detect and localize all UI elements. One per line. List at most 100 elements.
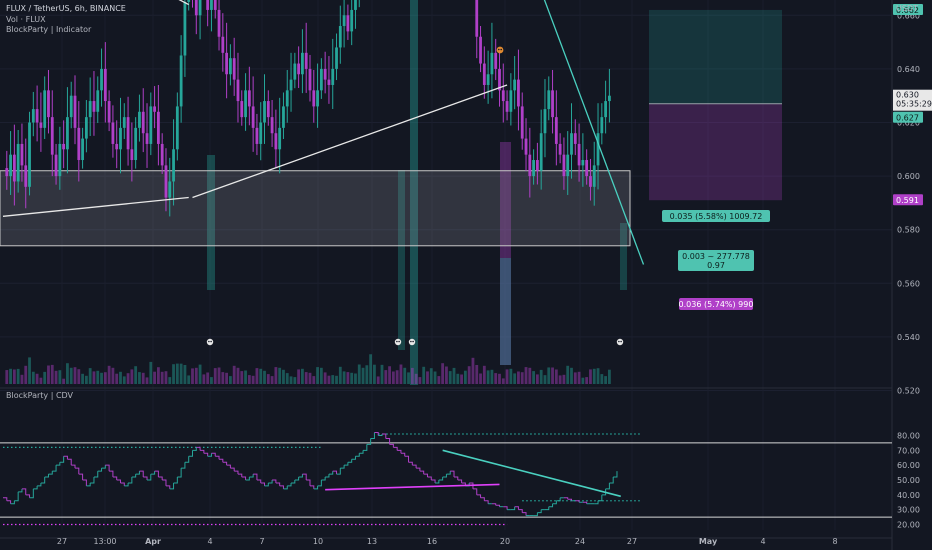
cdv-step xyxy=(6,500,12,504)
volume-bar xyxy=(244,370,247,384)
volume-bar xyxy=(289,376,293,384)
candle-body xyxy=(62,143,66,150)
volume-bar xyxy=(187,375,191,384)
candle-body xyxy=(562,154,566,177)
price-candles[interactable] xyxy=(5,0,611,217)
volume-bar xyxy=(50,364,54,384)
candle-body xyxy=(251,106,255,128)
volume-bar xyxy=(581,377,585,384)
trade-position-box[interactable]: 0.035 (5.58%) 1009.72 0.003 ~ 277.7780.97… xyxy=(649,9,782,310)
candle-body xyxy=(130,149,134,161)
candle-body xyxy=(346,15,350,32)
cdv-step xyxy=(476,494,482,498)
target-area xyxy=(649,9,782,104)
volume-bar xyxy=(403,367,407,384)
cdv-tick-label: 30.00 xyxy=(897,506,920,515)
cdv-step xyxy=(601,488,607,496)
cdv-step xyxy=(14,491,19,502)
volume-bar xyxy=(24,365,28,384)
cdv-step xyxy=(446,471,451,475)
time-tick-label: 27 xyxy=(57,537,67,546)
price-tick-label: 0.600 xyxy=(897,172,920,181)
volume-bar xyxy=(418,377,422,384)
volume-bar xyxy=(331,375,335,384)
time-tick-label: 27 xyxy=(627,537,637,546)
indicator-legend[interactable]: BlockParty | Indicator xyxy=(6,25,92,34)
cdv-tick-label: 80.00 xyxy=(897,432,920,441)
volume-bar xyxy=(460,374,463,384)
candle-body xyxy=(592,165,596,187)
skull-eye xyxy=(620,340,622,343)
candle-body xyxy=(81,138,84,161)
volume-bar xyxy=(395,370,399,384)
volume-bar xyxy=(266,374,270,384)
volume-bar xyxy=(490,369,494,384)
time-tick-label: May xyxy=(699,537,718,546)
price-axis[interactable]: 0.520 0.540 0.560 0.580 0.600 0.620 0.640 0.660… xyxy=(897,0,920,396)
volume-bar xyxy=(354,373,357,384)
price-tick-label: 0.640 xyxy=(897,65,920,74)
volume-bar xyxy=(285,373,289,384)
candle-body xyxy=(577,143,581,166)
candle-body xyxy=(535,160,539,171)
cdv-step xyxy=(598,494,603,502)
cdv-step xyxy=(328,471,334,475)
volume-bar xyxy=(103,372,107,384)
cdv-step xyxy=(230,467,235,472)
cdv-step xyxy=(241,476,247,481)
cdv-step xyxy=(256,479,262,483)
cdv-step xyxy=(59,456,65,463)
bear-eye xyxy=(500,48,503,51)
candle-body xyxy=(270,117,274,134)
volume-bar xyxy=(441,363,445,384)
time-axis[interactable]: 27 13:00 Apr 4 7 10 13 16 20 24 27 May 4 8 xyxy=(57,537,838,546)
volume-legend[interactable]: Vol · FLUX xyxy=(6,15,46,24)
volume-bar xyxy=(301,368,304,384)
skull-eye xyxy=(396,340,398,343)
volume-bar xyxy=(164,371,168,384)
cdv-step xyxy=(101,465,106,469)
volume-bar xyxy=(596,368,600,384)
cdv-step xyxy=(457,479,463,483)
candle-body xyxy=(54,154,58,177)
volume-bar xyxy=(47,365,50,384)
cdv-step xyxy=(279,485,284,489)
skull-marker xyxy=(408,338,416,346)
cdv-axis[interactable]: 20.00 30.00 40.00 50.00 60.00 70.00 80.00 xyxy=(897,432,920,530)
cdv-step xyxy=(56,462,61,466)
candle-body xyxy=(244,90,247,118)
cdv-step xyxy=(44,474,49,478)
volume-bar xyxy=(96,370,100,384)
volume-bar xyxy=(327,375,331,384)
volume-bar xyxy=(247,375,251,384)
cdv-step xyxy=(298,474,303,478)
volume-bar xyxy=(217,367,221,384)
volume-bar xyxy=(335,375,338,384)
entry-price-tag-bg xyxy=(893,111,923,123)
price-tick-label: 0.540 xyxy=(897,333,920,342)
signal-markers xyxy=(206,46,624,346)
target-label-bg xyxy=(662,210,770,222)
volume-bar xyxy=(259,368,263,384)
cdv-step xyxy=(260,482,266,486)
volume-bar xyxy=(498,373,501,384)
cdv-legend[interactable]: BlockParty | CDV xyxy=(6,391,74,400)
cdv-step xyxy=(283,485,288,490)
cdv-panel[interactable] xyxy=(0,432,892,526)
cdv-step xyxy=(215,455,220,460)
volume-bar xyxy=(566,365,570,384)
volume-bar xyxy=(12,369,16,384)
trend-lines[interactable] xyxy=(2,0,645,265)
cdv-step xyxy=(291,480,296,484)
cdv-step xyxy=(63,455,68,460)
volume-bar xyxy=(28,357,31,384)
cdv-step xyxy=(484,500,489,504)
candle-body xyxy=(532,160,535,177)
volume-bar xyxy=(448,371,452,384)
volume-bar xyxy=(9,368,12,384)
symbol-title[interactable]: FLUX / TetherUS, 6h, BINANCE xyxy=(6,4,126,13)
volume-bar xyxy=(282,369,285,384)
